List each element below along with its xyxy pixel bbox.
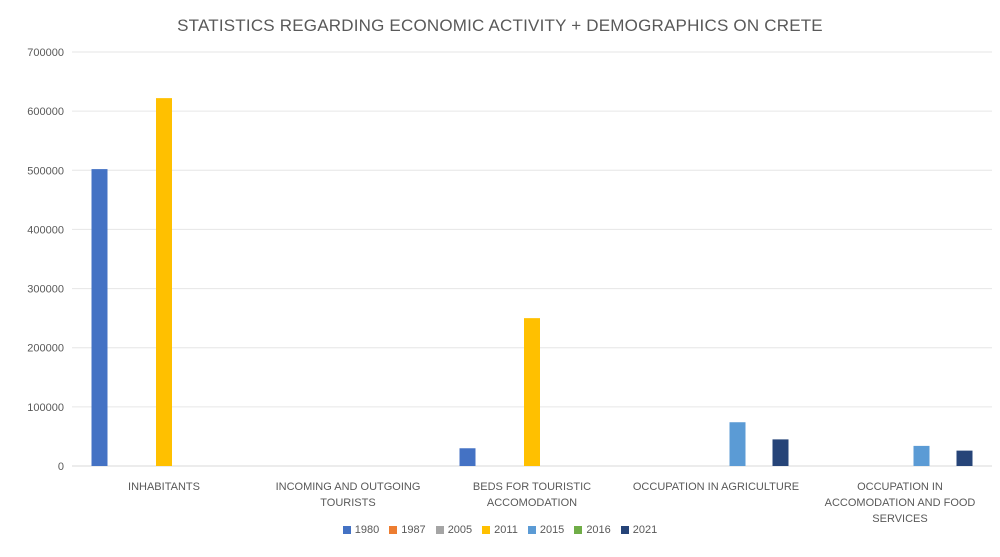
y-tick-label: 300000	[27, 284, 64, 296]
y-tick-label: 0	[58, 461, 64, 473]
legend-swatch	[574, 526, 583, 534]
legend-item: 1987	[389, 524, 426, 536]
bar-2021	[772, 439, 789, 466]
bar-2011	[524, 318, 540, 466]
legend-label: 2005	[447, 524, 473, 536]
legend-swatch	[482, 526, 491, 534]
legend-item: 1980	[342, 524, 380, 536]
bar-2021	[956, 450, 973, 466]
y-tick-label: 200000	[27, 343, 64, 355]
y-tick-label: 600000	[27, 106, 64, 118]
category-label: BEDS FOR TOURISTIC	[473, 481, 591, 493]
bar-1980	[459, 448, 476, 466]
category-label: OCCUPATION IN AGRICULTURE	[633, 481, 799, 493]
legend-label: 2021	[632, 524, 658, 536]
legend-label: 2016	[586, 524, 611, 536]
legend-label: 2011	[494, 524, 518, 536]
legend-swatch	[620, 526, 629, 534]
bar-2015	[729, 422, 746, 466]
category-label: TOURISTS	[320, 497, 375, 509]
legend-item: 2021	[620, 524, 658, 536]
legend-label: 1987	[401, 524, 426, 536]
legend-item: 2015	[527, 524, 565, 536]
category-label: ACCOMODATION AND FOOD	[825, 497, 976, 509]
legend-swatch	[435, 526, 444, 534]
bar-1980	[91, 169, 108, 467]
legend-swatch	[527, 526, 536, 534]
bar-2015	[913, 445, 930, 466]
legend-swatch	[389, 526, 398, 534]
category-label: SERVICES	[872, 513, 927, 525]
y-tick-label: 100000	[27, 402, 64, 414]
legend-swatch	[342, 526, 351, 534]
category-label: OCCUPATION IN	[857, 481, 943, 493]
legend-item: 2005	[435, 524, 473, 536]
y-tick-label: 500000	[27, 165, 64, 177]
bar-2011	[156, 98, 172, 466]
legend-label: 1980	[354, 524, 380, 536]
legend-label: 2015	[539, 524, 565, 536]
legend: 1980 1987 2005 2011 2015 2016 2021	[0, 524, 1000, 536]
category-label: INHABITANTS	[128, 481, 200, 493]
legend-item: 2016	[574, 524, 611, 536]
category-label: ACCOMODATION	[487, 497, 577, 509]
y-tick-label: 400000	[27, 224, 64, 236]
y-tick-label: 700000	[27, 47, 64, 59]
category-label: INCOMING AND OUTGOING	[276, 481, 421, 493]
legend-item: 2011	[482, 524, 518, 536]
chart-title: STATISTICS REGARDING ECONOMIC ACTIVITY +…	[177, 16, 823, 35]
